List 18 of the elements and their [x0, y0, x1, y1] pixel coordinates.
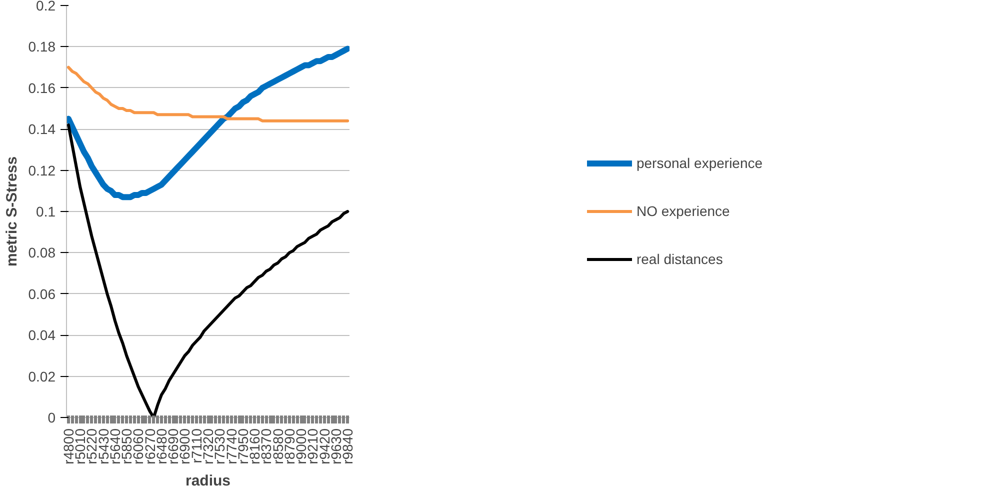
y-tick-label: 0.08: [28, 244, 56, 261]
y-tick-label: 0.04: [28, 327, 56, 344]
y-tick-label: 0.16: [28, 80, 56, 96]
line-series: [66, 66, 350, 122]
y-axis-title: metric S-Stress: [3, 156, 20, 267]
y-tick-label: 0.12: [28, 162, 56, 178]
y-tick-label: 0.1: [36, 204, 56, 220]
legend-label: personal experience: [636, 155, 763, 171]
y-tick-label: 0.18: [28, 38, 56, 55]
legend-label: real distances: [636, 251, 724, 267]
x-axis-title: radius: [185, 472, 231, 490]
y-tick-label: 0: [48, 410, 56, 426]
x-tick-label: r4800: [60, 428, 76, 464]
y-tick-label: 0.14: [28, 121, 56, 138]
y-tick-label: 0.02: [28, 368, 56, 384]
y-tick-label: 0.06: [28, 286, 56, 302]
legend-label: NO experience: [636, 203, 731, 219]
y-tick-label: 0.2: [36, 0, 56, 14]
